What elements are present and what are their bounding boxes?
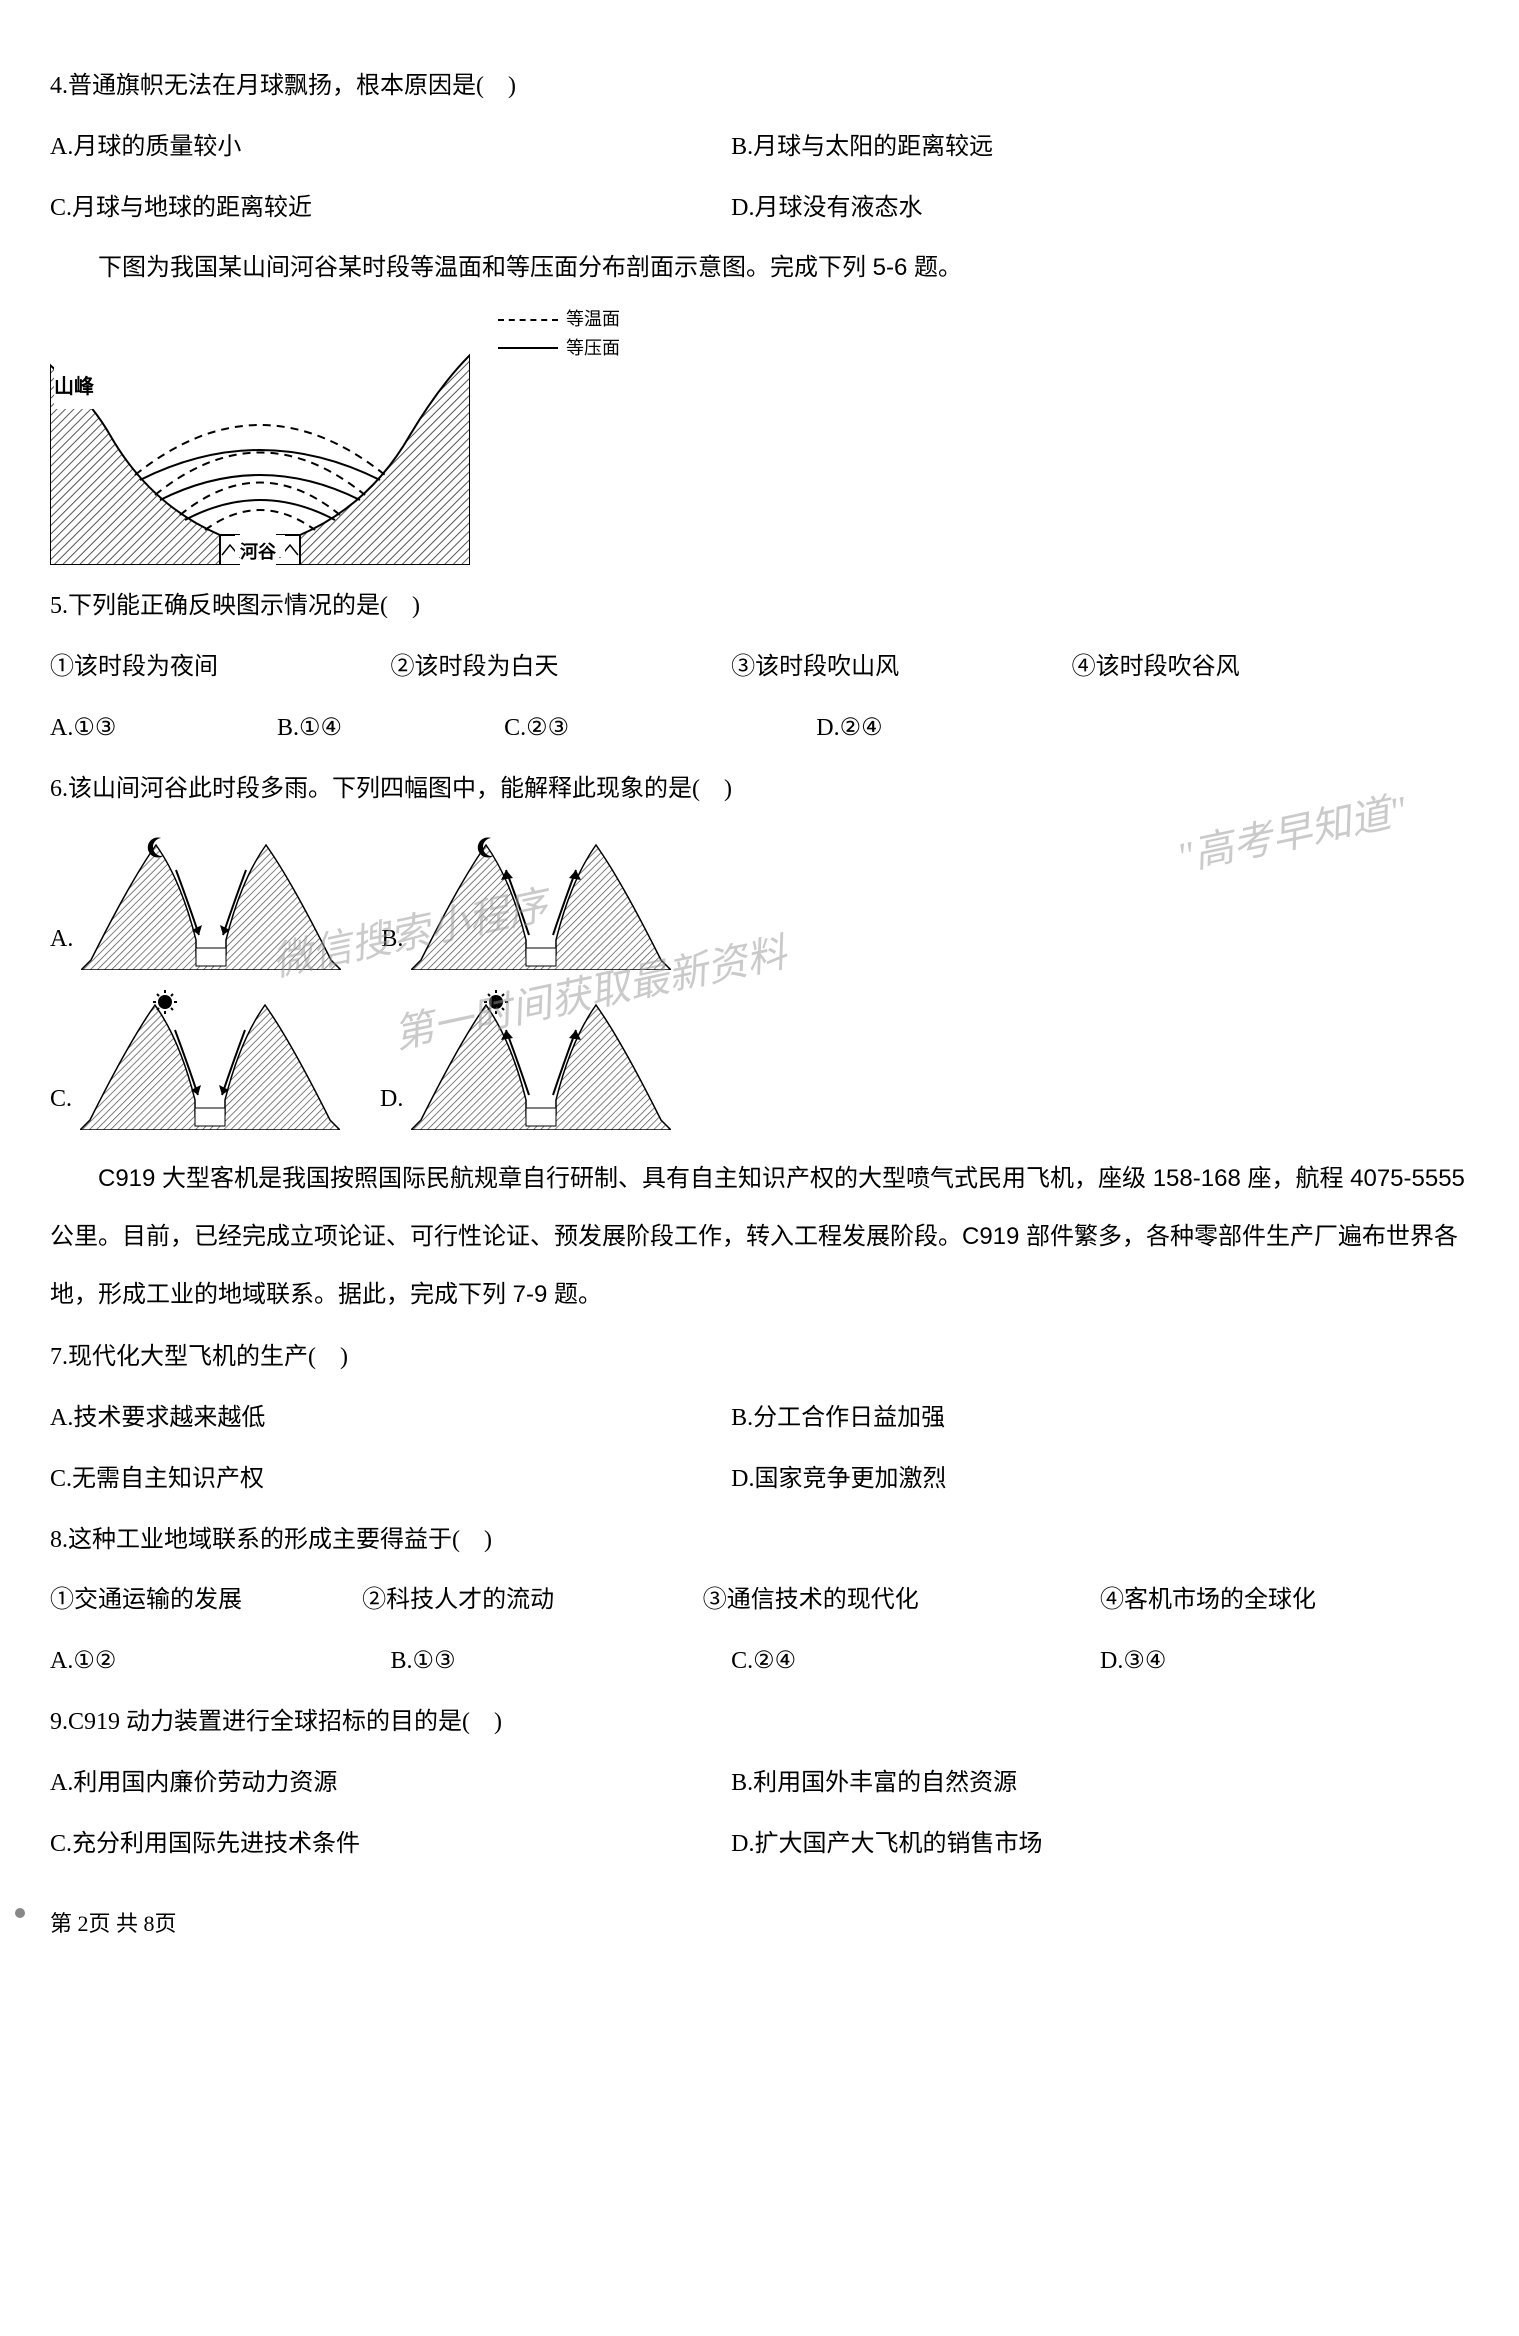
q8-s3: ③通信技术的现代化 <box>703 1574 1100 1627</box>
diagram-d: D. <box>380 990 671 1130</box>
q4-options-row2: C.月球与地球的距离较近 D.月球没有液态水 <box>50 182 1469 235</box>
q6-stem: 6.该山间河谷此时段多雨。下列四幅图中，能解释此现象的是( ) <box>50 763 1469 816</box>
page-footer: 第 2页 共 8页 <box>50 1900 1469 1948</box>
passage-2: C919 大型客机是我国按照国际民航规章自行研制、具有自主知识产权的大型喷气式民… <box>50 1150 1469 1323</box>
q5-s4: ④该时段吹谷风 <box>1072 641 1413 694</box>
q4-opt-c: C.月球与地球的距离较近 <box>50 182 731 235</box>
q9-opt-d: D.扩大国产大飞机的销售市场 <box>731 1818 1412 1871</box>
q9-opt-b: B.利用国外丰富的自然资源 <box>731 1757 1412 1810</box>
q4-opt-d: D.月球没有液态水 <box>731 182 1412 235</box>
q4-opt-a: A.月球的质量较小 <box>50 121 731 174</box>
q5-opt-d: D.②④ <box>816 702 1043 755</box>
legend-solid-label: 等压面 <box>566 334 620 363</box>
valley-figure: 等温面 等压面 山峰 河谷 <box>50 305 610 565</box>
diagram-row-cd: C. D. <box>50 990 1469 1130</box>
diagram-c-svg <box>80 990 340 1130</box>
legend-dashed-label: 等温面 <box>566 305 620 334</box>
q7-opt-a: A.技术要求越来越低 <box>50 1392 731 1445</box>
passage-1: 下图为我国某山间河谷某时段等温面和等压面分布剖面示意图。完成下列 5-6 题。 <box>50 242 1469 295</box>
q5-statements: ①该时段为夜间 ②该时段为白天 ③该时段吹山风 ④该时段吹谷风 <box>50 641 1469 694</box>
q5-opt-c: C.②③ <box>504 702 816 755</box>
q8-opt-d: D.③④ <box>1100 1635 1441 1688</box>
diagram-a: A. <box>50 830 341 970</box>
q5-options: A.①③ B.①④ C.②③ D.②④ <box>50 702 1469 755</box>
peak-label: 山峰 <box>54 365 94 409</box>
q9-options-row2: C.充分利用国际先进技术条件 D.扩大国产大飞机的销售市场 <box>50 1818 1469 1871</box>
q8-s2: ②科技人才的流动 <box>362 1574 703 1627</box>
q9-opt-a: A.利用国内廉价劳动力资源 <box>50 1757 731 1810</box>
q8-s1: ①交通运输的发展 <box>50 1574 362 1627</box>
solid-line-icon <box>498 347 558 349</box>
q9-stem: 9.C919 动力装置进行全球招标的目的是( ) <box>50 1696 1469 1749</box>
q5-s2: ②该时段为白天 <box>391 641 732 694</box>
footer-text: 第 2页 共 8页 <box>50 1911 177 1936</box>
q5-stem: 5.下列能正确反映图示情况的是( ) <box>50 580 1469 633</box>
q5-s1: ①该时段为夜间 <box>50 641 391 694</box>
diagram-c-label: C. <box>50 1073 72 1126</box>
diagram-d-label: D. <box>380 1073 403 1126</box>
q8-options: A.①② B.①③ C.②④ D.③④ <box>50 1635 1469 1688</box>
q7-opt-d: D.国家竞争更加激烈 <box>731 1453 1412 1506</box>
q9-options-row1: A.利用国内廉价劳动力资源 B.利用国外丰富的自然资源 <box>50 1757 1469 1810</box>
valley-label: 河谷 <box>240 533 276 573</box>
q7-options-row2: C.无需自主知识产权 D.国家竞争更加激烈 <box>50 1453 1469 1506</box>
diagram-b: B. <box>381 830 671 970</box>
footer-dot-icon <box>15 1908 25 1918</box>
q7-stem: 7.现代化大型飞机的生产( ) <box>50 1331 1469 1384</box>
figure-legend: 等温面 等压面 <box>498 305 620 363</box>
dashed-line-icon <box>498 319 558 321</box>
q4-opt-b: B.月球与太阳的距离较远 <box>731 121 1412 174</box>
valley-svg <box>50 305 470 565</box>
q8-stem: 8.这种工业地域联系的形成主要得益于( ) <box>50 1514 1469 1567</box>
diagram-c: C. <box>50 990 340 1130</box>
diagram-a-svg <box>81 830 341 970</box>
q5-opt-b: B.①④ <box>277 702 504 755</box>
diagram-b-label: B. <box>381 913 403 966</box>
q8-opt-c: C.②④ <box>731 1635 1100 1688</box>
q5-s3: ③该时段吹山风 <box>731 641 1072 694</box>
q8-s4: ④客机市场的全球化 <box>1100 1574 1469 1627</box>
q9-opt-c: C.充分利用国际先进技术条件 <box>50 1818 731 1871</box>
q7-opt-c: C.无需自主知识产权 <box>50 1453 731 1506</box>
q8-opt-a: A.①② <box>50 1635 391 1688</box>
diagram-row-ab: A. B. <box>50 830 1469 970</box>
q8-statements: ①交通运输的发展 ②科技人才的流动 ③通信技术的现代化 ④客机市场的全球化 <box>50 1574 1469 1627</box>
q8-opt-b: B.①③ <box>391 1635 732 1688</box>
diagram-a-label: A. <box>50 913 73 966</box>
q5-opt-a: A.①③ <box>50 702 277 755</box>
diagram-d-svg <box>411 990 671 1130</box>
diagram-b-svg <box>411 830 671 970</box>
q7-opt-b: B.分工合作日益加强 <box>731 1392 1412 1445</box>
q7-options-row1: A.技术要求越来越低 B.分工合作日益加强 <box>50 1392 1469 1445</box>
q4-stem: 4.普通旗帜无法在月球飘扬，根本原因是( ) <box>50 60 1469 113</box>
q4-options-row1: A.月球的质量较小 B.月球与太阳的距离较远 <box>50 121 1469 174</box>
